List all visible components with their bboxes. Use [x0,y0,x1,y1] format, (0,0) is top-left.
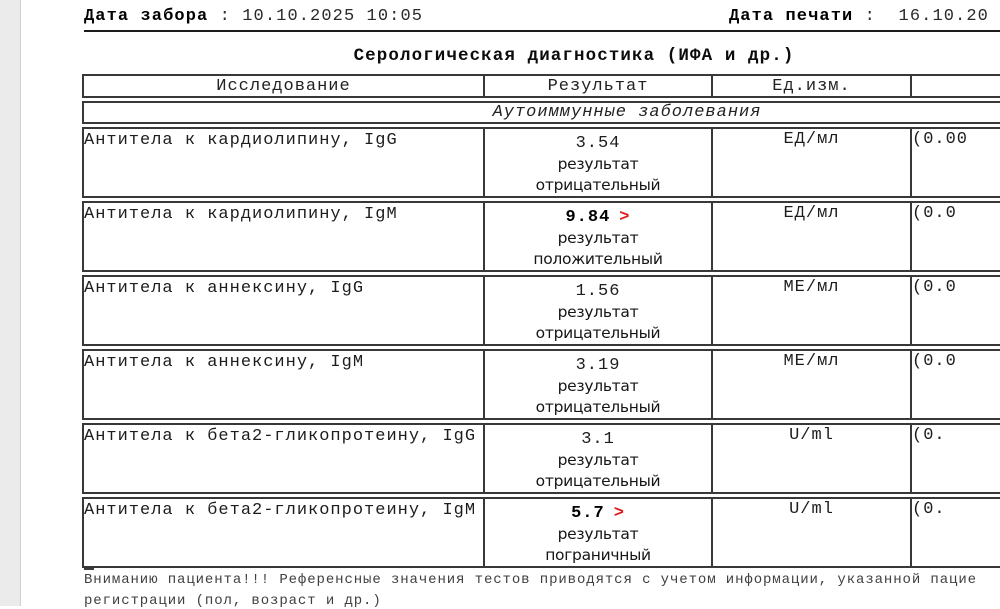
reference-range: (0.0 [912,201,1000,272]
result-qualifier-word: результат [557,451,639,469]
result-value-line: 3.1 [485,429,711,450]
result-cell: 3.19 результат отрицательный [485,349,713,420]
reference-range: (0. [912,423,1000,494]
result-qualifier-word: результат [557,229,639,247]
unit: ЕД/мл [713,127,912,198]
table-row: Антитела к кардиолипину, IgM 9.84 > резул… [82,201,1000,272]
table-row: Антитела к бета2-гликопротеину, IgM 5.7 >… [82,497,1000,568]
patient-notice-line1: Вниманию пациента!!! Референсные значени… [84,572,977,588]
result-cell: 9.84 > результат положительный [485,201,713,272]
print-date-label: Дата печати [729,7,854,26]
result-value-line: 3.54 [485,133,711,154]
result-value: 1.56 [575,282,621,301]
result-qualifier-word: результат [557,525,639,543]
result-value: 5.7 [571,504,605,523]
footnote-separator [84,568,94,570]
result-value: 3.1 [581,430,615,449]
page-title: Серологическая диагностика (ИФА и др.) [353,46,795,66]
high-flag: > [619,208,631,227]
print-date-value: : 16.10.20 [853,7,989,26]
reference-range: (0.0 [912,275,1000,346]
unit: МЕ/мл [713,349,912,420]
unit: ЕД/мл [713,201,912,272]
column-header-result: Результат [485,74,713,98]
reference-range: (0.00 [912,127,1000,198]
collection-date-value: : 10.10.2025 10:05 [208,7,424,26]
section-title: Аутоиммунные заболевания [82,101,1000,124]
reference-range: (0.0 [912,349,1000,420]
results-table: Исследование Результат Ед.изм. Реф. Ауто… [82,71,1000,571]
result-cell: 3.54 результат отрицательный [485,127,713,198]
reference-range: (0. [912,497,1000,568]
test-name: Антитела к аннексину, IgG [82,275,485,346]
result-qualifier-verdict: отрицательный [535,398,661,416]
result-value-line: 1.56 [485,281,711,302]
result-value: 3.54 [575,134,621,153]
result-cell: 3.1 результат отрицательный [485,423,713,494]
table-row: Антитела к аннексину, IgG 1.56 результат… [82,275,1000,346]
test-name: Антитела к аннексину, IgM [82,349,485,420]
table-row: Антитела к кардиолипину, IgG 3.54 резуль… [82,127,1000,198]
result-qualifier-verdict: отрицательный [535,324,661,342]
result-qualifier-verdict: пограничный [545,546,651,564]
result-qualifier-verdict: отрицательный [535,472,661,490]
column-header-reference: Реф. [912,74,1000,98]
result-value-line: 5.7 > [485,503,711,524]
result-value: 9.84 [565,208,611,227]
table-row: Антитела к аннексину, IgM 3.19 результат… [82,349,1000,420]
page-margin-strip [0,0,21,606]
test-name: Антитела к кардиолипину, IgG [82,127,485,198]
result-value-line: 3.19 [485,355,711,376]
result-qualifier-verdict: отрицательный [535,176,661,194]
collection-date: Дата забора : 10.10.2025 10:05 [84,7,423,26]
collection-date-label: Дата забора [84,7,209,26]
print-date: Дата печати : 16.10.20 [729,7,989,26]
table-header-row: Исследование Результат Ед.изм. Реф. [82,74,1000,98]
test-name: Антитела к кардиолипину, IgM [82,201,485,272]
column-header-unit: Ед.изм. [713,74,912,98]
test-name: Антитела к бета2-гликопротеину, IgG [82,423,485,494]
result-qualifier-word: результат [557,377,639,395]
result-cell: 5.7 > результат пограничный [485,497,713,568]
column-header-test: Исследование [82,74,485,98]
result-cell: 1.56 результат отрицательный [485,275,713,346]
result-qualifier-word: результат [557,155,639,173]
patient-notice-line2: регистрации (пол, возраст и др.) [84,593,382,609]
result-qualifier-verdict: положительный [533,250,663,268]
unit: U/ml [713,423,912,494]
high-flag: > [613,504,625,523]
result-qualifier-word: результат [557,303,639,321]
section-row: Аутоиммунные заболевания [82,101,1000,124]
table-row: Антитела к бета2-гликопротеину, IgG 3.1 … [82,423,1000,494]
header-divider-line [84,30,1000,32]
test-name: Антитела к бета2-гликопротеину, IgM [82,497,485,568]
result-value-line: 9.84 > [485,207,711,228]
unit: U/ml [713,497,912,568]
unit: МЕ/мл [713,275,912,346]
result-value: 3.19 [575,356,621,375]
